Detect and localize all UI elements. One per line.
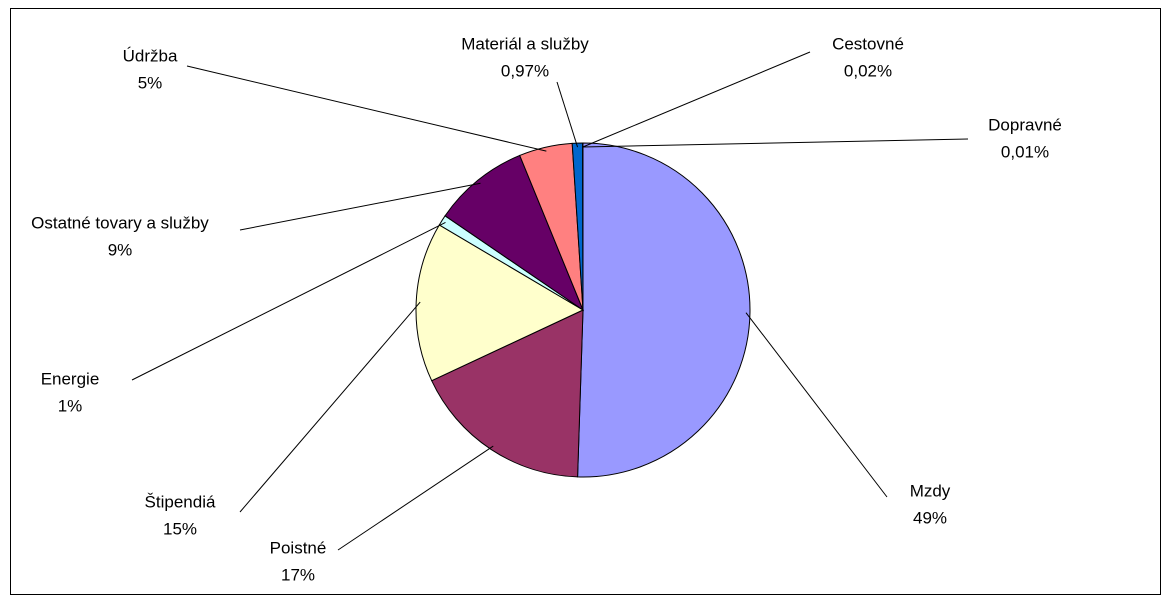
pie-slice — [444, 154, 585, 312]
slice-label: Energie — [41, 369, 100, 388]
slice-label: Údržba — [123, 46, 178, 65]
slice-value-label: 1% — [58, 396, 83, 415]
slice-value-label: 17% — [281, 565, 315, 584]
pie-slice — [577, 142, 751, 478]
slice-value-label: 5% — [138, 73, 163, 92]
leader-line — [239, 182, 481, 231]
slice-label: Mzdy — [910, 481, 951, 500]
leader-line — [239, 301, 421, 513]
leader-line — [131, 222, 446, 381]
leader-line — [745, 312, 888, 498]
slice-value-label: 49% — [913, 508, 947, 527]
slice-value-label: 0,97% — [501, 61, 549, 80]
pie-slice — [415, 224, 585, 382]
leader-line — [556, 81, 579, 148]
slice-value-label: 15% — [163, 519, 197, 538]
slice-label: Materiál a služby — [461, 34, 589, 53]
slice-label: Dopravné — [988, 115, 1062, 134]
slice-label: Štipendiá — [145, 492, 216, 511]
leader-line — [337, 445, 494, 551]
slice-value-label: 9% — [108, 240, 133, 259]
slice-label: Cestovné — [832, 34, 904, 53]
leader-line — [186, 65, 547, 152]
slice-label: Ostatné tovary a služby — [31, 213, 209, 232]
slice-label: Poistné — [270, 538, 327, 557]
slice-value-label: 0,01% — [1001, 142, 1049, 161]
leader-line — [582, 51, 811, 148]
pie-slice — [431, 309, 584, 478]
slice-value-label: 0,02% — [844, 61, 892, 80]
leader-line — [582, 138, 969, 148]
